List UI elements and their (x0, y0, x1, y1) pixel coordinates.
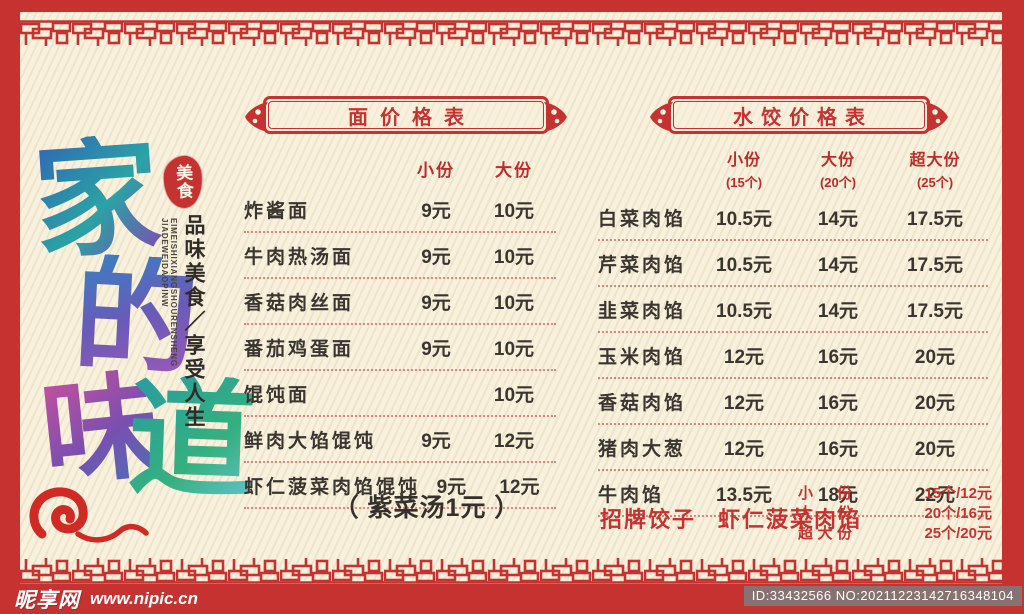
slogan-vertical-text: 品味美食／享受人生 (182, 214, 205, 430)
slogan-pinyin-line2: EIMEISHIXIANGSHOURENSHENG (169, 218, 178, 367)
lattice-border-top (20, 20, 1002, 50)
noodle-price-table: 小份 大份 炸酱面 9元 10元 牛肉热汤面 9元 10元 香菇肉丝面 9元 1… (244, 156, 556, 509)
dumpling-price-table: 小份 (15个) 大份 (20个) 超大份 (25个) 白菜肉馅 10.5元 14元 … (598, 146, 988, 517)
lattice-border-bottom (20, 554, 1002, 584)
noodle-table-banner: 面价格表 (245, 96, 567, 134)
col-header-large: 大份 (495, 161, 533, 180)
dumpling-table-title: 水饺价格表 (733, 106, 873, 129)
signature-dumpling-note: 招牌饺子 虾仁菠菜肉馅 (600, 502, 862, 534)
table-row: 馄饨面 10元 (244, 371, 556, 417)
dumpling-table-banner: 水饺价格表 (650, 96, 948, 134)
scroll-ornament-icon (245, 102, 268, 132)
list-item: 小 份 15个/12元 (798, 485, 992, 502)
table-row: 牛肉馅 13.5元 18元 22元 (598, 471, 988, 517)
table-row: 炸酱面 9元 10元 (244, 187, 556, 233)
dumpling-table-header: 小份 (15个) 大份 (20个) 超大份 (25个) (598, 146, 988, 195)
table-row: 玉米肉馅 12元 16元 20元 (598, 333, 988, 379)
table-row: 番茄鸡蛋面 9元 10元 (244, 325, 556, 371)
table-row: 白菜肉馅 10.5元 14元 17.5元 (598, 195, 988, 241)
col-header-small: 小份 (15个) (725, 152, 763, 190)
image-id-badge: ID:33432566 NO:20211223142716348104 (743, 586, 1022, 606)
site-url[interactable]: www.nipic.cn (90, 589, 198, 608)
table-row: 香菇肉馅 12元 16元 20元 (598, 379, 988, 425)
slogan-pinyin-line1: JIADEWEIDAOPINW (160, 218, 169, 308)
cloud-swirl-icon (29, 487, 149, 543)
soup-note: （ 紫菜汤1元 ） (333, 494, 521, 522)
table-row: 鲜肉大馅馄饨 9元 12元 (244, 417, 556, 463)
table-row: 虾仁菠菜肉馅馄饨 9元 12元 (244, 463, 556, 509)
table-row: 香菇肉丝面 9元 10元 (244, 279, 556, 325)
scroll-ornament-icon (925, 102, 948, 132)
table-row: 牛肉热汤面 9元 10元 (244, 233, 556, 279)
col-header-small: 小份 (417, 161, 455, 180)
col-header-large: 大份 (20个) (819, 152, 857, 190)
scroll-ornament-icon (650, 102, 673, 132)
poster-background (20, 12, 1002, 584)
table-row: 猪肉大葱 12元 16元 20元 (598, 425, 988, 471)
scroll-ornament-icon (544, 102, 567, 132)
seal-text: 美食 (171, 163, 194, 201)
list-item: 超大份 25个/20元 (798, 525, 992, 542)
col-header-xlarge: 超大份 (25个) (909, 152, 961, 190)
list-item: 大 份 20个/16元 (798, 505, 992, 522)
noodle-table-header: 小份 大份 (244, 156, 556, 187)
table-row: 芹菜肉馅 10.5元 14元 17.5元 (598, 241, 988, 287)
signature-price-list: 小 份 15个/12元 大 份 20个/16元 超大份 25个/20元 (798, 484, 992, 544)
table-row: 韭菜肉馅 10.5元 14元 17.5元 (598, 287, 988, 333)
noodle-table-title: 面价格表 (348, 106, 476, 129)
signature-label: 招牌饺子 (600, 507, 697, 532)
nipic-logo: 昵享网 (14, 589, 80, 612)
signature-filling: 虾仁菠菜肉馅 (718, 507, 863, 532)
watermark-footer-bar: 昵享网 www.nipic.cn ID:33432566 NO:20211223… (0, 584, 1024, 614)
